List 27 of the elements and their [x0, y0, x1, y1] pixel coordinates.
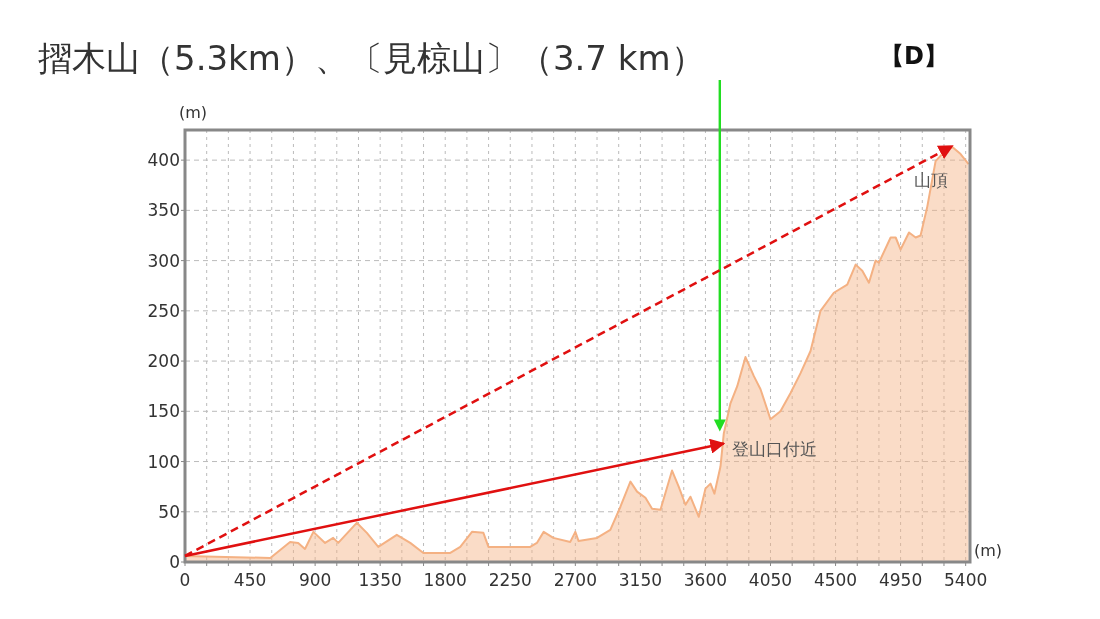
x-tick-label: 4950 — [878, 570, 923, 590]
x-tick-label: 3600 — [683, 570, 728, 590]
x-tick-label: 1350 — [358, 570, 402, 590]
y-tick-label: 150 — [147, 401, 180, 422]
annotation: 山頂 — [914, 170, 949, 191]
y-axis-title: (m) — [179, 103, 208, 122]
x-axis-title: (m) — [974, 541, 1003, 560]
annotation: 登山口付近 — [731, 439, 817, 460]
y-tick-label: 50 — [158, 501, 180, 522]
y-tick-label: 200 — [147, 351, 180, 372]
text: 【D】 — [880, 42, 948, 70]
x-tick-label: 4500 — [813, 570, 858, 590]
x-tick-label: 4050 — [748, 570, 793, 590]
y-tick-label: 300 — [147, 250, 180, 271]
x-tick-label: 5400 — [944, 570, 988, 590]
y-tick-label: 0 — [169, 552, 180, 572]
x-tick-label: 1800 — [423, 570, 467, 590]
y-tick-label: 250 — [147, 300, 180, 321]
x-tick-label: 450 — [233, 570, 267, 590]
x-tick-label: 2700 — [553, 570, 597, 590]
x-tick-label: 3150 — [618, 570, 663, 590]
x-tick-label: 2250 — [488, 570, 532, 590]
chart-title: 摺木山（5.3km）、〔見椋山〕（3.7 km） — [38, 38, 705, 78]
y-tick-label: 350 — [147, 200, 180, 221]
x-tick-label: 900 — [298, 570, 332, 590]
y-tick-label: 100 — [147, 451, 180, 472]
y-tick-label: 400 — [147, 150, 180, 171]
